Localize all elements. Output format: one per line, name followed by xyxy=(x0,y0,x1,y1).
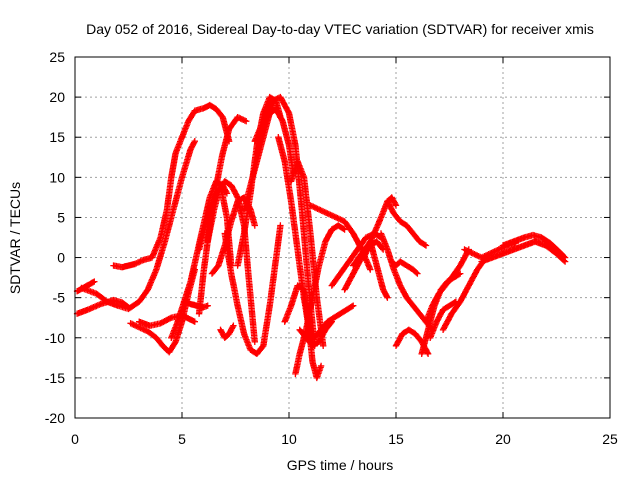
chart-title: Day 052 of 2016, Sidereal Day-to-day VTE… xyxy=(86,21,594,37)
data-layer xyxy=(73,93,569,382)
x-tick-label: 20 xyxy=(495,431,511,447)
data-series-arc-37 xyxy=(427,298,460,341)
data-series-arc-40 xyxy=(478,238,569,265)
data-series-arc-26 xyxy=(311,302,357,341)
y-tick-label: 25 xyxy=(49,49,65,65)
x-tick-label: 0 xyxy=(71,431,79,447)
y-axis-title: SDTVAR / TECUs xyxy=(7,182,23,294)
data-series-arc-3 xyxy=(78,138,198,313)
data-series-arc-24 xyxy=(296,318,335,349)
data-series-arc-41 xyxy=(499,231,569,261)
data-series-arc-15 xyxy=(221,222,284,357)
y-tick-label: 20 xyxy=(49,89,65,105)
x-tick-label: 25 xyxy=(602,431,618,447)
x-tick-label: 10 xyxy=(281,431,297,447)
y-tick-label: -15 xyxy=(45,370,65,386)
data-series-arc-23 xyxy=(292,222,348,378)
x-axis-title: GPS time / hours xyxy=(287,457,394,473)
y-tick-label: -5 xyxy=(53,290,66,306)
data-series-arc-19 xyxy=(253,105,297,177)
grid-layer xyxy=(75,57,610,418)
y-tick-label: 0 xyxy=(57,250,65,266)
y-tick-label: 10 xyxy=(49,169,65,185)
data-series-arc-4 xyxy=(110,134,186,271)
x-tick-label: 5 xyxy=(178,431,186,447)
y-tick-label: -10 xyxy=(45,330,65,346)
x-tick-label: 15 xyxy=(388,431,404,447)
data-series-arc-33 xyxy=(388,258,421,277)
data-series-arc-14 xyxy=(217,322,237,341)
plot-frame xyxy=(74,56,611,419)
y-tick-label: 5 xyxy=(57,209,65,225)
y-tick-label: 15 xyxy=(49,129,65,145)
y-tick-label: -20 xyxy=(45,410,65,426)
tick-layer: 0 5 10 15 20 25 -20 -15 -10 -5 0 5 10 15 20 25 xyxy=(45,49,618,447)
data-series-arc-31 xyxy=(384,198,430,249)
data-series-arc-36 xyxy=(418,270,464,357)
data-series-arc-38 xyxy=(439,254,490,333)
